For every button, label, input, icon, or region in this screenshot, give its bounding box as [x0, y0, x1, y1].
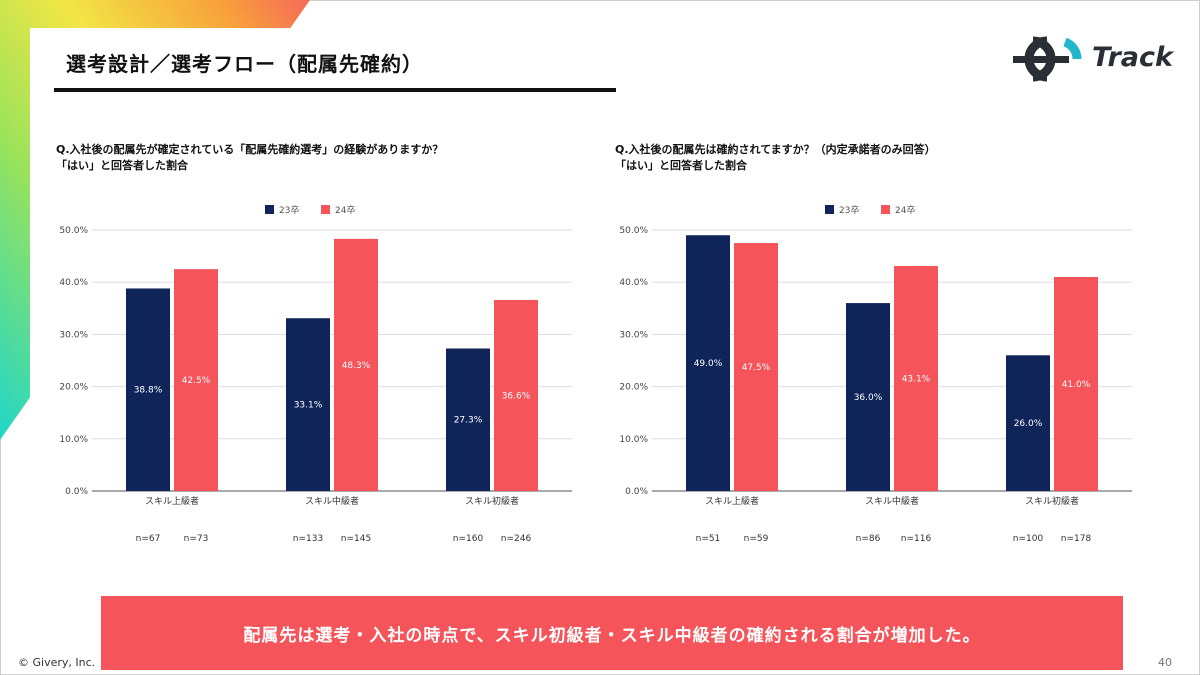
bar-24	[334, 238, 378, 491]
bar-23	[126, 288, 170, 491]
legend-swatch-1	[881, 205, 890, 214]
bar-value-label: 43.1%	[902, 375, 931, 385]
y-tick-label: 10.0%	[59, 435, 88, 445]
x-tick-label: スキル中級者	[865, 495, 919, 507]
bar-value-label: 36.0%	[854, 393, 883, 403]
bar-value-label: 26.0%	[1014, 419, 1043, 429]
bar-value-label: 49.0%	[694, 359, 723, 369]
logo-wordmark: Track	[1092, 42, 1173, 73]
bar-24	[734, 243, 778, 491]
sample-size-label: n=67	[136, 534, 161, 544]
bar-24	[1054, 276, 1098, 491]
page-number: 40	[1158, 656, 1172, 669]
legend-label-0: 23卒	[279, 204, 299, 216]
bar-24	[174, 269, 218, 491]
y-tick-label: 30.0%	[59, 330, 88, 340]
bar-23	[1006, 355, 1050, 491]
bar-23	[846, 303, 890, 491]
chart-right: 23卒 24卒 0.0% 10.0% 20.0% 30.0% 40.0% 50.0% 49.0%…	[600, 190, 1160, 560]
legend-label-0: 23卒	[839, 204, 859, 216]
x-tick-label: スキル上級者	[705, 495, 759, 507]
bar-value-label: 42.5%	[182, 376, 211, 386]
sample-size-label: n=59	[744, 534, 769, 544]
bar-value-label: 41.0%	[1062, 380, 1091, 390]
bar-value-label: 36.6%	[502, 391, 531, 401]
y-tick-label: 10.0%	[619, 435, 648, 445]
question-left-line2: 「はい」と回答者した割合	[56, 159, 188, 172]
bar-24	[494, 299, 538, 491]
sample-size-label: n=133	[293, 534, 323, 544]
sample-size-label: n=86	[856, 534, 881, 544]
sample-size-label: n=145	[341, 534, 371, 544]
sample-size-label: n=73	[184, 534, 209, 544]
y-tick-label: 40.0%	[59, 278, 88, 288]
y-tick-label: 40.0%	[619, 278, 648, 288]
legend-label-1: 24卒	[335, 204, 355, 216]
bar-value-label: 47.5%	[742, 363, 771, 373]
bar-24	[894, 266, 938, 491]
copyright: © Givery, Inc.	[18, 656, 96, 669]
title-underline	[54, 88, 616, 92]
bar-value-label: 33.1%	[294, 401, 323, 411]
legend-swatch-1	[321, 205, 330, 214]
legend-swatch-0	[825, 205, 834, 214]
x-tick-label: スキル初級者	[1025, 495, 1079, 507]
bar-value-label: 38.8%	[134, 386, 163, 396]
y-tick-label: 50.0%	[619, 226, 648, 236]
sample-size-label: n=246	[501, 534, 532, 544]
legend-swatch-0	[265, 205, 274, 214]
y-tick-label: 0.0%	[65, 487, 88, 497]
sample-size-label: n=178	[1061, 534, 1092, 544]
legend-label-1: 24卒	[895, 204, 915, 216]
question-right-line1: Q.入社後の配属先は確約されてますか？（内定承諾者のみ回答）	[615, 143, 936, 156]
y-tick-label: 50.0%	[59, 226, 88, 236]
chart-left-svg: 23卒 24卒 0.0% 10.0% 20.0% 30.0% 40.0% 50.0% 38.8%…	[59, 204, 572, 544]
conclusion-banner: 配属先は選考・入社の時点で、スキル初級者・スキル中級者の確約される割合が増加した…	[101, 596, 1123, 670]
y-tick-label: 0.0%	[625, 487, 648, 497]
bar-23	[286, 318, 330, 491]
x-tick-label: スキル初級者	[465, 495, 519, 507]
question-left: Q.入社後の配属先が確定されている「配属先確約選考」の経験がありますか？ 「はい…	[56, 142, 443, 174]
conclusion-text: 配属先は選考・入社の時点で、スキル初級者・スキル中級者の確約される割合が増加した…	[243, 625, 981, 646]
track-logo-icon	[1013, 36, 1082, 82]
sample-size-label: n=100	[1013, 534, 1044, 544]
y-tick-label: 30.0%	[619, 330, 648, 340]
question-left-line1: Q.入社後の配属先が確定されている「配属先確約選考」の経験がありますか？	[56, 143, 444, 156]
bar-23	[686, 235, 730, 491]
sample-size-label: n=160	[453, 534, 484, 544]
x-tick-label: スキル中級者	[305, 495, 359, 507]
bar-value-label: 48.3%	[342, 361, 371, 371]
content-card	[30, 28, 1198, 674]
y-tick-label: 20.0%	[59, 383, 88, 393]
sample-size-label: n=116	[901, 534, 932, 544]
question-right: Q.入社後の配属先は確約されてますか？（内定承諾者のみ回答） 「はい」と回答者し…	[615, 142, 936, 174]
y-tick-label: 20.0%	[619, 383, 648, 393]
sample-size-label: n=51	[696, 534, 721, 544]
chart-left: 23卒 24卒 0.0% 10.0% 20.0% 30.0% 40.0% 50.0% 38.8%…	[40, 190, 600, 560]
chart-right-svg: 23卒 24卒 0.0% 10.0% 20.0% 30.0% 40.0% 50.0% 49.0%…	[619, 204, 1132, 544]
page-title: 選考設計／選考フロー（配属先確約）	[66, 52, 423, 76]
bar-23	[446, 348, 490, 491]
x-tick-label: スキル上級者	[145, 495, 199, 507]
question-right-line2: 「はい」と回答者した割合	[615, 159, 747, 172]
bar-value-label: 27.3%	[454, 416, 483, 426]
